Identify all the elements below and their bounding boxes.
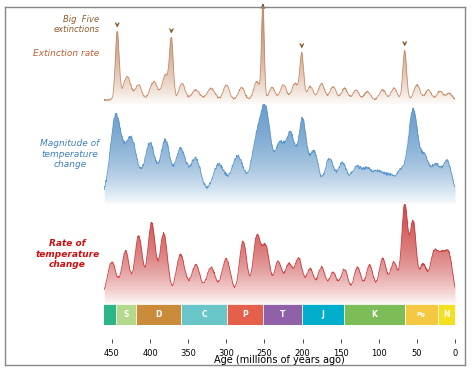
Text: Age (millions of years ago): Age (millions of years ago): [214, 355, 345, 365]
Text: Magnitude of
temperature
change: Magnitude of temperature change: [40, 139, 100, 169]
Text: T: T: [280, 310, 285, 319]
Text: P: P: [242, 310, 248, 319]
Text: O: O: [98, 310, 104, 319]
Bar: [85, 304, 117, 325]
Bar: [117, 304, 136, 325]
Bar: [405, 304, 438, 325]
Text: D: D: [155, 310, 162, 319]
Text: Pg: Pg: [417, 312, 426, 317]
Bar: [263, 304, 302, 325]
Bar: [302, 304, 345, 325]
Bar: [227, 304, 263, 325]
Bar: [345, 304, 405, 325]
Text: S: S: [123, 310, 129, 319]
Bar: [136, 304, 181, 325]
Text: J: J: [322, 310, 325, 319]
Text: K: K: [372, 310, 377, 319]
Text: N: N: [443, 310, 449, 319]
Text: C: C: [201, 310, 207, 319]
Bar: [181, 304, 227, 325]
Text: Big  Five
extinctions: Big Five extinctions: [54, 15, 100, 34]
Bar: [438, 304, 455, 325]
Text: Rate of
temperature
change: Rate of temperature change: [35, 239, 100, 269]
Text: Extinction rate: Extinction rate: [33, 49, 100, 58]
